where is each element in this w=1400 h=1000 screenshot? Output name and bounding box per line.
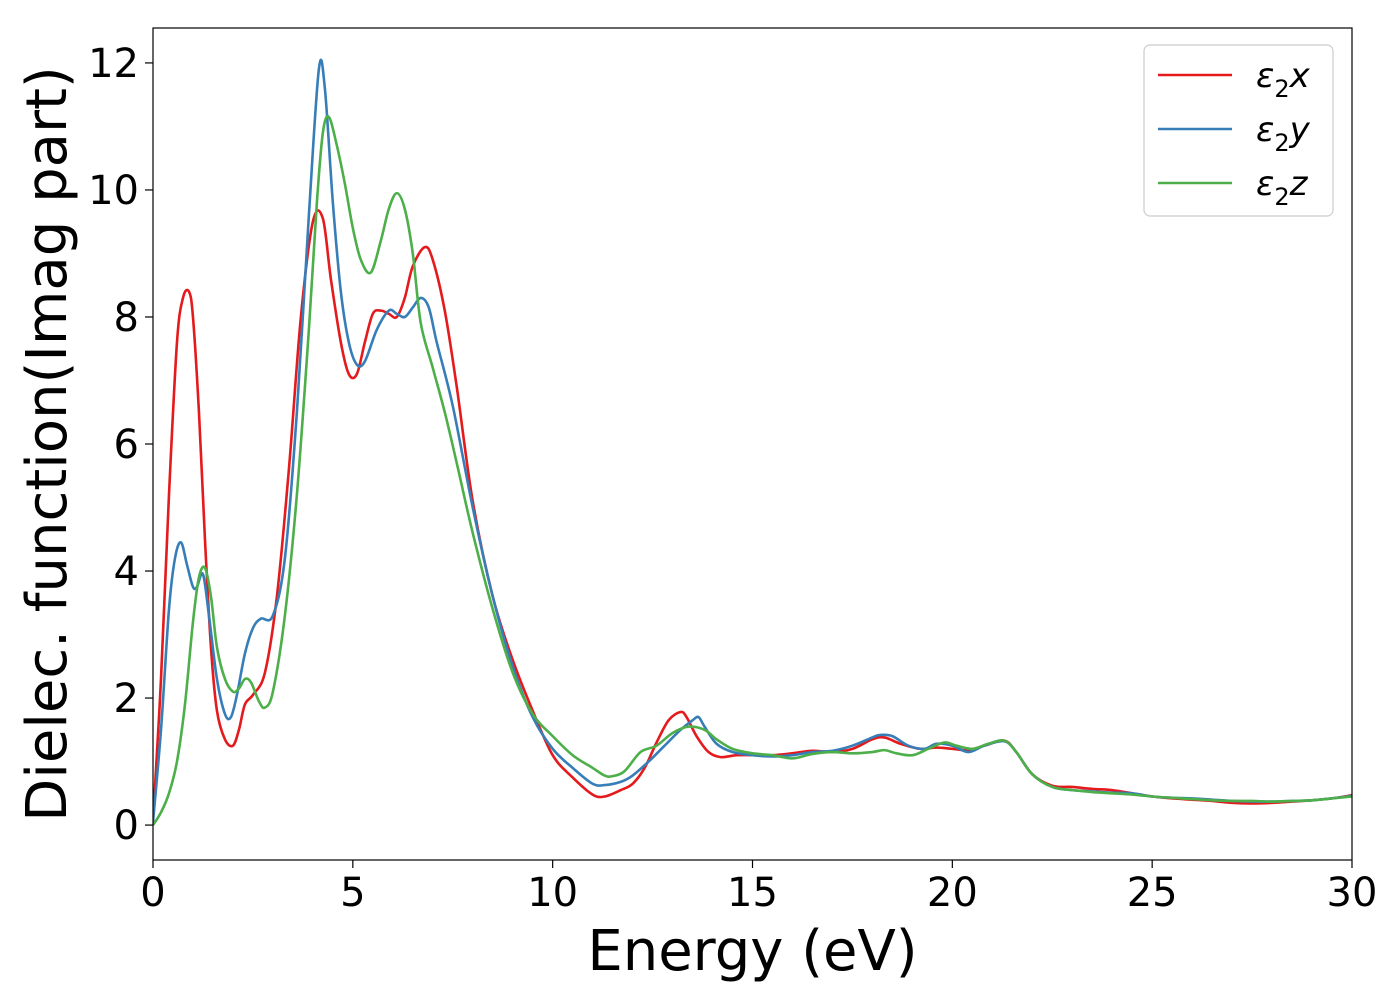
y-tick-label: 0 [114,803,139,849]
x-tick-label: 20 [927,870,978,916]
y-tick-label: 6 [114,422,139,468]
legend-label-variable: y [1289,110,1311,150]
x-axis: 0 5 10 15 20 25 30 [140,860,1377,916]
x-tick-label: 25 [1127,870,1178,916]
legend-label-variable: z [1289,164,1309,204]
legend-label-subscript: 2 [1274,183,1289,211]
y-tick-label: 10 [88,168,139,214]
x-axis-title: Energy (eV) [587,919,917,984]
x-tick-label: 10 [527,870,578,916]
legend-label-z: ε2z [1256,164,1309,211]
series-layer [153,58,1352,826]
legend-label-base: ε [1256,164,1274,204]
y-axis: 0 2 4 6 8 10 12 [88,41,153,849]
x-tick-label: 15 [727,870,778,916]
y-tick-label: 8 [114,295,139,341]
legend-label-base: ε [1256,110,1274,150]
series-line-x [153,209,1352,822]
legend-box [1143,44,1334,217]
y-tick-label: 4 [114,549,139,595]
legend-label-y: ε2y [1256,110,1311,157]
y-axis-title: Dielec. function(Imag part) [15,66,80,822]
series-line-z [153,115,1352,826]
y-tick-label: 2 [114,676,139,722]
legend-label-subscript: 2 [1274,75,1289,103]
legend-label-subscript: 2 [1274,129,1289,157]
x-tick-label: 0 [140,870,165,916]
legend-label-x: ε2x [1256,56,1311,103]
legend-label-variable: x [1289,56,1311,96]
x-tick-label: 5 [340,870,365,916]
legend-label-base: ε [1256,56,1274,96]
y-tick-label: 12 [88,41,139,87]
x-tick-label: 30 [1327,870,1378,916]
